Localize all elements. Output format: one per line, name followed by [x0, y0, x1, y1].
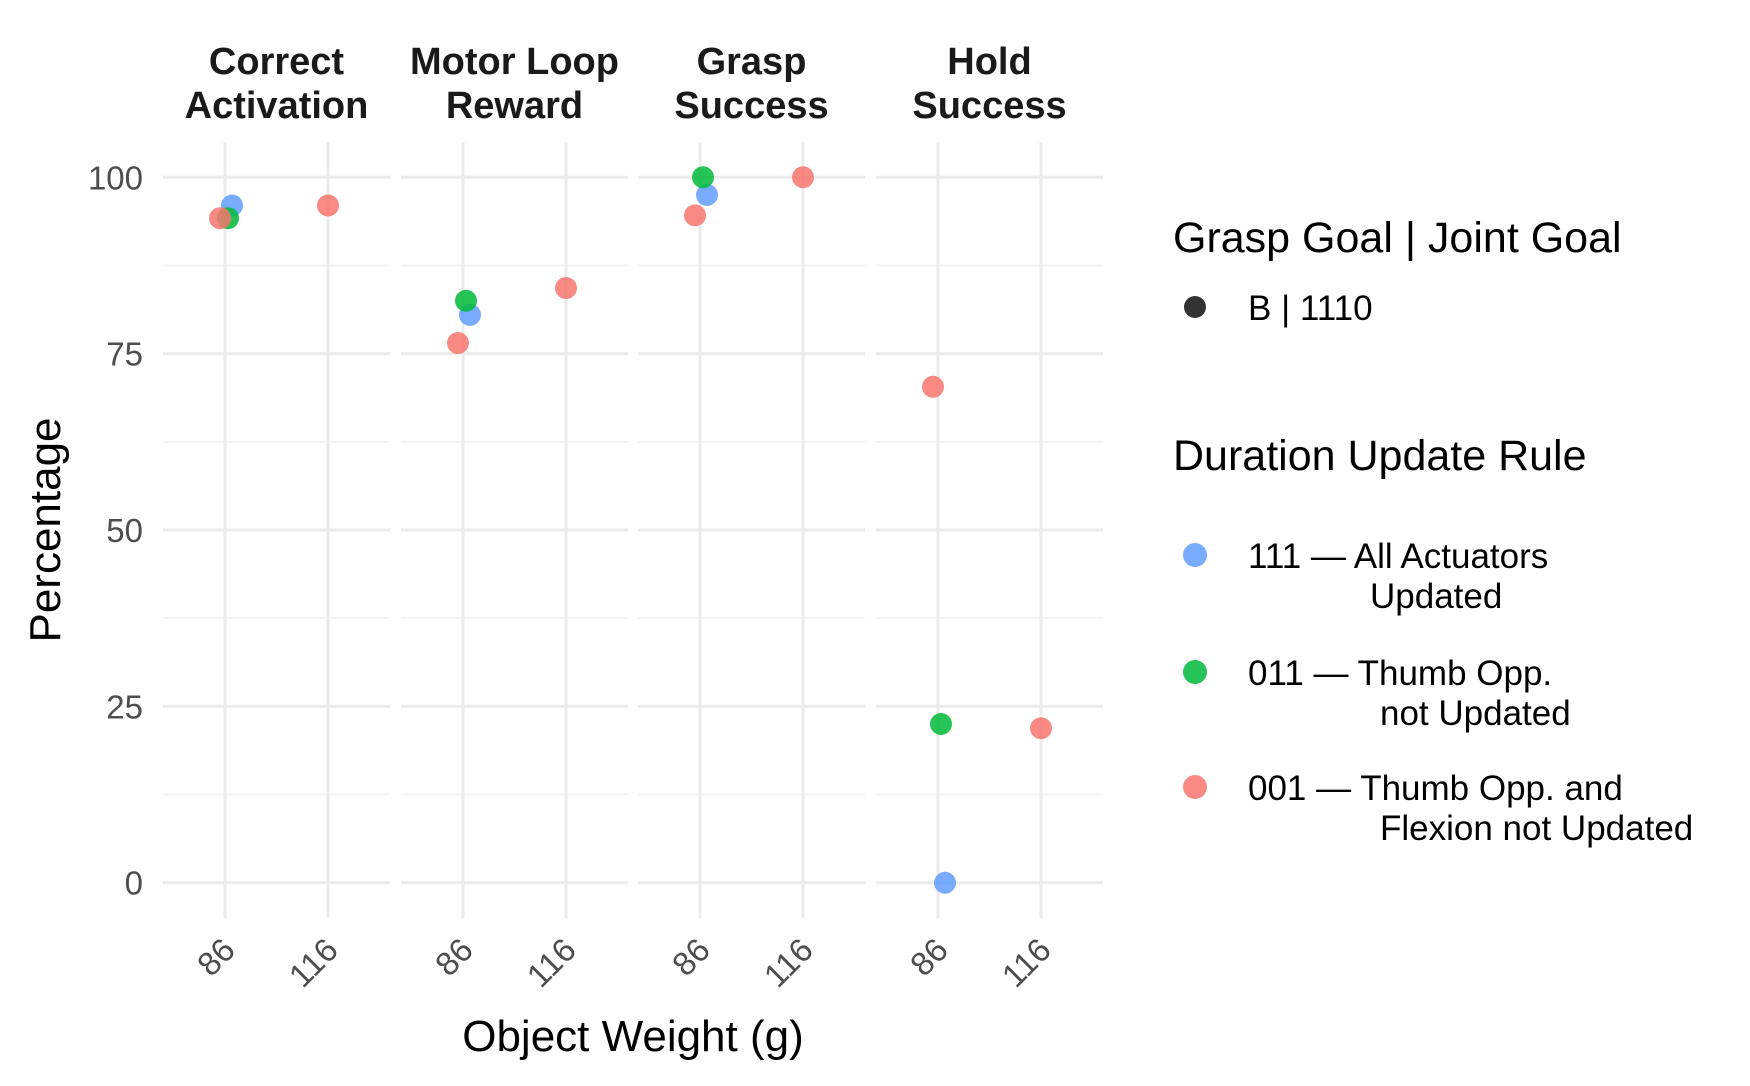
legend-color-label-line2: not Updated	[1380, 694, 1571, 733]
y-axis-ticks: 0 25 50 75 100	[88, 159, 143, 901]
data-point	[692, 166, 714, 189]
data-points	[209, 166, 1052, 894]
data-point	[209, 207, 231, 230]
grid-layer	[163, 142, 1103, 918]
x-tick-label: 116	[757, 931, 820, 994]
y-tick-label: 100	[88, 159, 143, 196]
facet-title: Success	[674, 85, 828, 127]
data-point	[317, 194, 339, 217]
legend-color-key	[1183, 543, 1207, 567]
x-tick-label: 86	[428, 931, 480, 983]
legend-shape-title: Grasp Goal | Joint Goal	[1173, 214, 1622, 262]
x-tick-label: 86	[903, 931, 955, 983]
y-tick-label: 75	[106, 336, 143, 373]
facet-title: Correct	[209, 41, 344, 83]
legend-shape-key	[1184, 296, 1206, 318]
x-tick-label: 86	[665, 931, 717, 983]
facet-title: Reward	[446, 85, 583, 127]
legend-color-label: 111 — All Actuators	[1248, 537, 1548, 576]
data-point	[922, 375, 944, 398]
legend-color-title: Duration Update Rule	[1173, 432, 1587, 480]
data-point	[555, 277, 577, 300]
facet-title: Grasp	[697, 41, 807, 83]
facet-title: Activation	[185, 85, 369, 127]
data-point	[447, 332, 469, 355]
y-tick-label: 0	[125, 865, 143, 902]
facet-title: Motor Loop	[410, 41, 619, 83]
legend-color-key	[1183, 660, 1207, 684]
data-point	[696, 183, 718, 206]
x-tick-label: 86	[190, 931, 242, 983]
y-tick-label: 25	[106, 688, 143, 725]
legend-color-key	[1183, 775, 1207, 799]
data-point	[1030, 717, 1052, 740]
facet-title: Hold	[947, 41, 1031, 83]
legend-color-label: 001 — Thumb Opp. and	[1248, 769, 1623, 808]
legend-color-label: 011 — Thumb Opp.	[1248, 654, 1552, 693]
x-axis-title: Object Weight (g)	[462, 1012, 804, 1061]
facet-title: Success	[912, 85, 1066, 127]
legend-color-label-line2: Updated	[1370, 577, 1502, 616]
x-tick-label: 116	[282, 931, 345, 994]
y-tick-label: 50	[106, 512, 143, 549]
data-point	[792, 166, 814, 189]
legend-shape-label: B | 1110	[1248, 289, 1373, 328]
legend-color-label-line2: Flexion not Updated	[1380, 809, 1693, 848]
data-point	[455, 289, 477, 312]
data-point	[930, 713, 952, 735]
data-point	[684, 204, 706, 227]
legend: Grasp Goal | Joint Goal Duration Update …	[1173, 214, 1693, 848]
y-axis-title: Percentage	[21, 417, 70, 642]
x-tick-label: 116	[520, 931, 583, 994]
data-point	[934, 871, 956, 894]
x-tick-label: 116	[995, 931, 1058, 994]
x-axis-ticks: 86 116 86 116 86 116 86 116	[190, 931, 1058, 994]
